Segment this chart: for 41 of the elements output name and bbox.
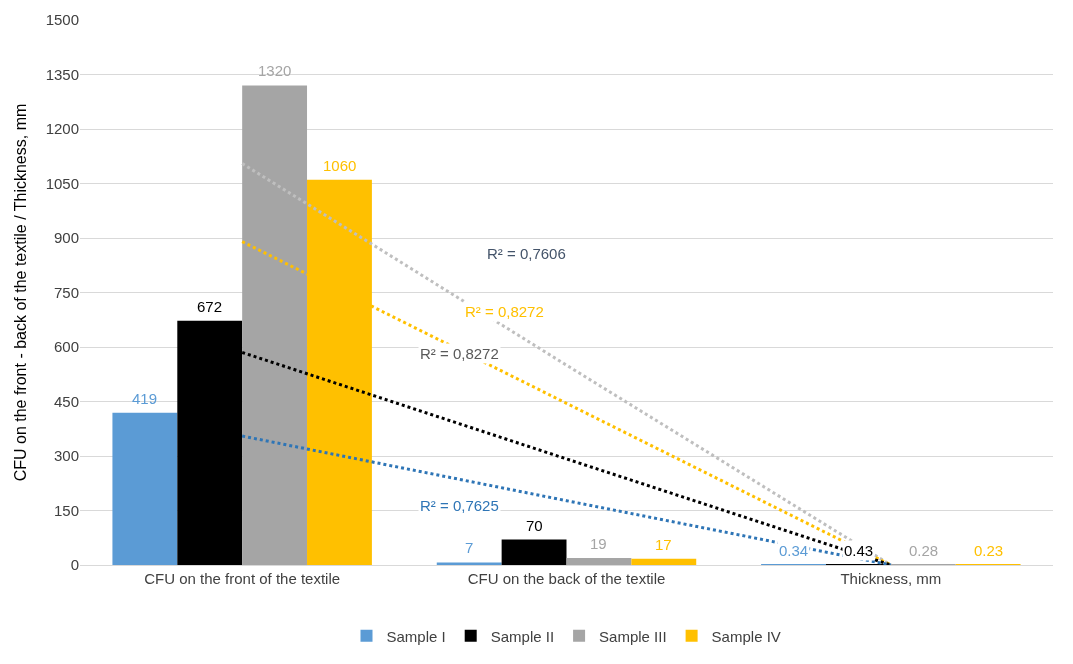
y-tick-label: 900 — [53, 229, 79, 247]
legend-label: Sample IV — [711, 627, 781, 645]
data-label: 7 — [465, 539, 474, 556]
y-tick-label: 1200 — [45, 120, 79, 138]
annotation: R² = 0,7606 — [487, 245, 566, 262]
legend-label: Sample II — [490, 627, 555, 645]
y-tick-label: 1050 — [45, 174, 79, 192]
bar — [112, 412, 178, 565]
y-tick-label: 600 — [53, 338, 79, 356]
data-label: 0.43 — [844, 542, 874, 559]
y-tick-label: 150 — [53, 501, 79, 519]
bar — [242, 85, 308, 565]
data-label: 419 — [132, 390, 158, 407]
y-tick-label: 1350 — [45, 65, 79, 83]
y-tick-label: 450 — [53, 392, 79, 410]
bar — [631, 558, 697, 565]
x-tick-label: CFU on the back of the textile — [467, 570, 666, 587]
data-label: 19 — [590, 535, 607, 552]
data-label: 1320 — [258, 62, 292, 79]
y-axis-title: CFU on the front - back of the textile / Thickness, mm — [11, 103, 29, 482]
x-tick-label: CFU on the front of the textile — [144, 570, 341, 587]
legend-label: Sample I — [386, 627, 446, 645]
data-label: 17 — [655, 536, 672, 553]
legend-label: Sample III — [599, 627, 667, 645]
data-label: 0.34 — [779, 542, 809, 559]
data-label: 70 — [526, 517, 543, 534]
bar — [501, 539, 567, 565]
y-tick-label: 750 — [53, 283, 79, 301]
annotation: R² = 0,7625 — [420, 497, 499, 514]
x-tick-label: Thickness, mm — [840, 570, 942, 587]
y-tick-label: 300 — [53, 447, 79, 465]
y-tick-label: 1500 — [45, 11, 79, 29]
bar — [566, 558, 632, 565]
data-label: 0.23 — [974, 542, 1004, 559]
annotation: R² = 0,8272 — [420, 345, 499, 362]
annotation: R² = 0,8272 — [465, 303, 544, 320]
data-label: 0.28 — [909, 542, 939, 559]
bar — [436, 562, 502, 565]
data-label: 1060 — [323, 157, 357, 174]
y-tick-label: 0 — [70, 556, 79, 574]
data-label: 672 — [197, 298, 223, 315]
